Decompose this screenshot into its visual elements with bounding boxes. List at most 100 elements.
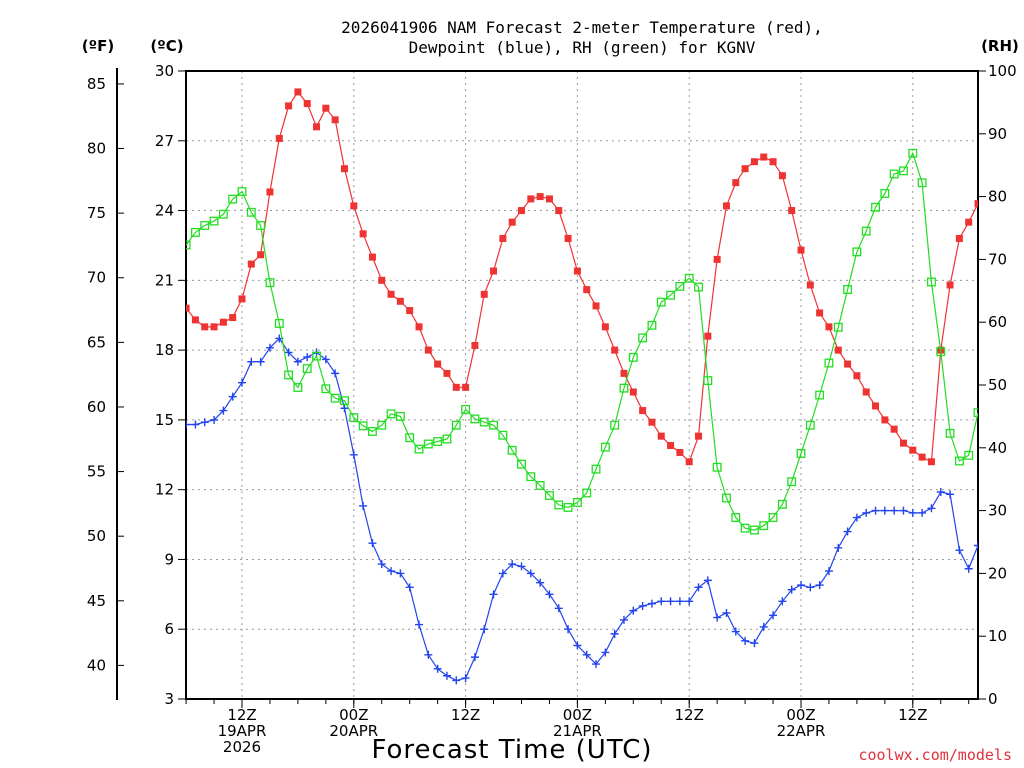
rh-point [656, 297, 666, 307]
x-tick-label: 19APR [218, 722, 267, 740]
data-series [186, 88, 978, 685]
rh-point [759, 521, 769, 531]
temperature-point [629, 388, 637, 396]
dewpoint-point [815, 581, 824, 590]
temperature-point [471, 341, 479, 349]
rh-point [731, 513, 741, 522]
dewpoint-point [564, 625, 573, 634]
rh-point [358, 421, 368, 431]
rh-point [535, 481, 545, 490]
rh-point [414, 444, 424, 454]
x-tick-label: 12Z [675, 706, 704, 724]
temperature-point [890, 425, 898, 433]
dewpoint-point [470, 653, 479, 662]
rh-point [330, 393, 340, 403]
temperature-point [909, 446, 917, 454]
temperature-point [322, 104, 330, 112]
chart-axes [116, 68, 986, 708]
rh-point [186, 240, 191, 250]
temperature-point [331, 116, 339, 124]
rh-point [340, 396, 349, 406]
rh-point [833, 322, 843, 332]
x-tick-label: 00Z [339, 706, 368, 724]
rh-point [945, 428, 955, 438]
rh-point [852, 247, 862, 257]
temperature-point [285, 102, 293, 110]
dewpoint-point [238, 378, 246, 387]
temperature-point [257, 251, 265, 259]
temperature-point [741, 165, 749, 173]
temperature-point [816, 309, 824, 317]
temperature-point [462, 383, 470, 391]
temperature-point [750, 158, 758, 166]
temperature-point [219, 318, 227, 326]
rh-point [582, 488, 592, 498]
temperature-point [266, 188, 274, 196]
temperature-point [536, 193, 544, 201]
temperature-point [452, 383, 460, 391]
dewpoint-point [433, 664, 442, 673]
rh-tick-label: 100 [988, 62, 1017, 80]
temperature-point [201, 323, 209, 331]
dewpoint-point [452, 676, 461, 685]
rh-point [694, 282, 703, 292]
rh-point [703, 376, 713, 386]
rh-tick-label: 10 [988, 627, 1007, 645]
dewpoint-point [741, 636, 750, 645]
dewpoint-point [638, 601, 647, 610]
fahrenheit-tick-label: 75 [87, 204, 106, 222]
rh-point [209, 216, 219, 226]
dewpoint-point [694, 583, 703, 592]
dewpoint-point [610, 629, 619, 638]
temperature-point [294, 88, 302, 96]
rh-point [563, 503, 573, 512]
temperature-point [704, 332, 712, 340]
dewpoint-point [415, 620, 424, 629]
temperature-point [564, 234, 572, 242]
x-axis-title: Forecast Time (UTC) [371, 735, 652, 765]
celsius-tick-label: 18 [155, 341, 174, 359]
temperature-point [620, 369, 628, 377]
dewpoint-point [489, 590, 498, 599]
rh-point [610, 420, 620, 430]
dewpoint-point [498, 569, 507, 578]
rh-point [712, 462, 722, 472]
rh-point [899, 166, 908, 176]
rh-point [274, 319, 284, 328]
dewpoint-point [666, 597, 675, 606]
dewpoint-point [219, 406, 228, 415]
celsius-tick-label: 24 [155, 202, 174, 220]
dewpoint-point [573, 641, 582, 650]
dewpoint-point [731, 627, 740, 636]
rh-tick-label: 40 [988, 439, 1007, 457]
temperature-line [186, 90, 978, 463]
dewpoint-point [852, 513, 861, 522]
rh-point [954, 456, 964, 466]
dewpoint-point [461, 674, 470, 683]
celsius-tick-label: 27 [155, 132, 174, 150]
dewpoint-point [619, 615, 628, 624]
dewpoint-point [554, 604, 563, 613]
temperature-point [825, 323, 833, 331]
temperature-point [685, 458, 693, 466]
dewpoint-point [927, 504, 936, 513]
x-tick-label: 00Z [786, 706, 815, 724]
dewpoint-point [955, 546, 964, 555]
temperature-point [275, 134, 283, 142]
rh-point [936, 347, 946, 357]
rh-point [815, 390, 825, 400]
rh-point [638, 333, 648, 343]
rh-point [246, 207, 256, 217]
fahrenheit-tick-label: 60 [87, 398, 106, 416]
dewpoint-point [340, 404, 349, 413]
grid-lines [186, 71, 978, 699]
temperature-point [499, 234, 507, 242]
temperature-point [583, 286, 591, 294]
rh-point [218, 209, 228, 219]
series-temperature [186, 88, 978, 466]
rh-point [619, 383, 629, 393]
temperature-point [872, 402, 880, 410]
rh-point [293, 383, 303, 392]
temperature-point [350, 202, 358, 210]
temperature-point [396, 297, 404, 305]
